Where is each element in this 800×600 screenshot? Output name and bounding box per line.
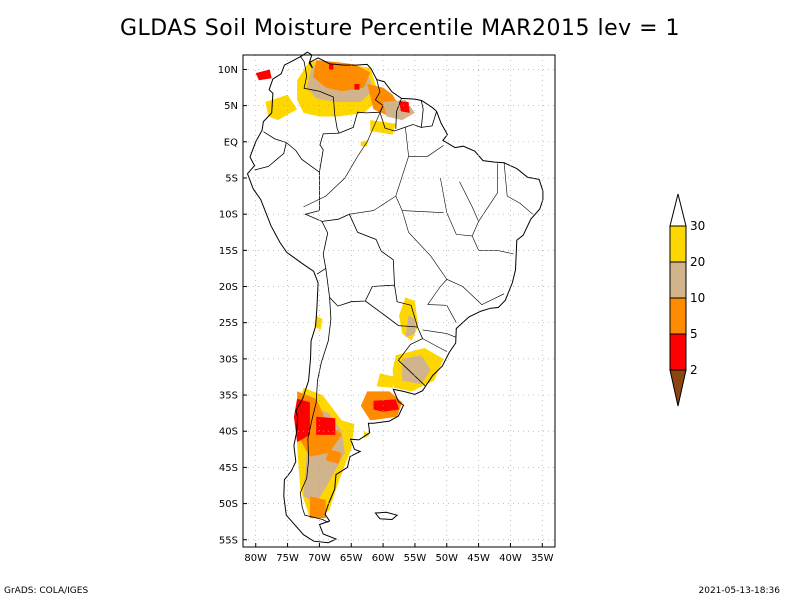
country-border	[338, 111, 380, 134]
state-border	[395, 195, 444, 213]
footer-timestamp: 2021-05-13-18:36	[698, 586, 781, 596]
country-border	[325, 268, 395, 307]
colorbar: 30 20 10 5 2	[669, 193, 705, 407]
dry-soil-patch	[309, 496, 326, 519]
country-border	[365, 300, 418, 328]
lon-tick-label: 70W	[308, 553, 331, 564]
dry-soil-patch	[354, 83, 360, 90]
country-border	[319, 132, 340, 173]
lat-tick-label: 15S	[219, 246, 238, 257]
colorbar-segment	[669, 225, 687, 263]
footer-credit: GrADS: COLA/IGES	[4, 586, 89, 596]
longitude-labels: 80W 75W 70W 65W 60W 55W 50W 45W 40W 35W	[244, 543, 554, 564]
country-border	[395, 98, 402, 129]
colorbar-segment	[669, 333, 687, 371]
lon-tick-label: 50W	[435, 553, 458, 564]
lon-tick-label: 60W	[372, 553, 395, 564]
colorbar-label: 30	[690, 219, 705, 233]
country-border	[299, 56, 340, 134]
state-border	[459, 181, 479, 237]
south-america-coastline	[246, 51, 544, 544]
dry-soil-patch	[411, 364, 425, 377]
lat-tick-label: 45S	[219, 463, 238, 474]
colorbar-bottom-arrow	[669, 369, 687, 407]
lat-tick-label: 5N	[224, 101, 238, 112]
lat-tick-label: EQ	[224, 137, 238, 148]
lat-tick-label: 25S	[219, 318, 238, 329]
colorbar-top-arrow	[669, 193, 687, 227]
dry-soil-patch	[399, 101, 410, 113]
country-border	[394, 285, 426, 386]
dry-soil-patch	[255, 69, 272, 81]
soil-moisture-shading	[255, 60, 444, 519]
lat-tick-label: 35S	[219, 391, 238, 402]
state-border	[478, 163, 499, 222]
state-border	[422, 338, 447, 352]
dry-soil-patch	[325, 449, 342, 464]
dry-soil-patch	[313, 60, 371, 92]
lat-tick-label: 40S	[219, 427, 238, 438]
lat-tick-label: 30S	[219, 354, 238, 365]
dry-soil-patch	[373, 399, 399, 412]
dry-soil-patch	[293, 398, 310, 443]
lon-tick-label: 45W	[467, 553, 490, 564]
lon-tick-label: 40W	[499, 553, 522, 564]
lat-tick-label: 55S	[219, 535, 238, 546]
lon-tick-label: 65W	[340, 553, 363, 564]
state-border	[401, 210, 448, 305]
dry-soil-patch	[383, 99, 415, 121]
lon-tick-label: 55W	[404, 553, 427, 564]
state-border	[471, 235, 514, 255]
state-border	[303, 105, 384, 208]
country-border	[254, 142, 287, 171]
colorbar-segment	[669, 261, 687, 299]
dry-soil-patch	[265, 94, 298, 121]
lat-tick-label: 10N	[218, 65, 238, 76]
state-border	[446, 279, 505, 305]
colorbar-label: 2	[690, 363, 698, 377]
lon-tick-label: 35W	[531, 553, 554, 564]
lat-tick-label: 20S	[219, 282, 238, 293]
colorbar-segment	[669, 297, 687, 335]
map-title: GLDAS Soil Moisture Percentile MAR2015 l…	[119, 16, 681, 41]
graticule	[243, 55, 555, 547]
lon-tick-label: 75W	[276, 553, 299, 564]
country-border	[421, 111, 437, 128]
state-border	[427, 304, 457, 323]
country-border	[286, 142, 329, 275]
state-border	[349, 127, 409, 215]
map-frame	[242, 54, 556, 548]
colorbar-label: 10	[690, 291, 705, 305]
latitude-labels: 10N 5N EQ 5S 10S 15S 20S 25S 30S 35S 40S 45S 50S 55S	[218, 65, 247, 546]
dry-soil-patch	[316, 416, 336, 435]
dry-soil-patch	[370, 120, 396, 135]
country-border	[299, 297, 332, 523]
colorbar-label: 20	[690, 255, 705, 269]
falkland-islands	[374, 511, 399, 521]
lat-tick-label: 5S	[225, 174, 238, 185]
lat-tick-label: 50S	[219, 499, 238, 510]
colorbar-label: 5	[690, 327, 698, 341]
state-border	[408, 145, 444, 157]
state-border	[440, 177, 473, 237]
lon-tick-label: 80W	[244, 553, 267, 564]
dry-soil-patch	[329, 64, 334, 70]
country-border	[321, 213, 395, 286]
state-border	[503, 162, 533, 215]
state-border	[422, 329, 456, 338]
lat-tick-label: 10S	[219, 210, 238, 221]
country-border	[263, 131, 287, 143]
dry-soil-patch	[376, 373, 396, 388]
country-border	[374, 79, 424, 132]
